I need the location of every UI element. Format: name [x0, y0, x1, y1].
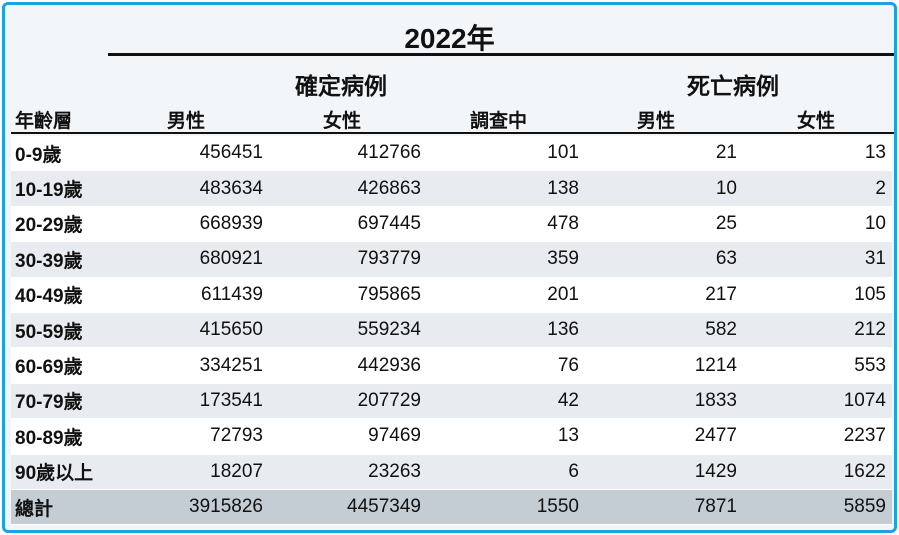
investigating-cell: 478 — [427, 206, 585, 243]
table-row: 30-39歲 680921 793779 359 63 31 — [11, 241, 892, 278]
confirmed-male-cell: 611439 — [115, 277, 269, 313]
age-cell: 90歲以上 — [11, 454, 115, 490]
investigating-cell: 201 — [427, 277, 585, 313]
deaths-female-cell: 13 — [743, 136, 892, 172]
total-confirmed-male-cell: 3915826 — [115, 489, 269, 526]
data-table: 0-9歲 456451 412766 101 21 13 10-19歲 4836… — [11, 136, 892, 526]
table-row: 90歲以上 18207 23263 6 1429 1622 — [11, 454, 892, 490]
year-title: 2022年 — [404, 23, 495, 54]
investigating-cell: 6 — [427, 454, 585, 490]
total-row: 總計 3915826 4457349 1550 7871 5859 — [11, 489, 892, 526]
deaths-female-cell: 212 — [743, 312, 892, 349]
header-underline — [11, 132, 894, 134]
age-cell: 40-49歲 — [11, 277, 115, 313]
col-deaths-female: 女性 — [797, 111, 836, 132]
deaths-male-cell: 582 — [585, 312, 743, 349]
investigating-cell: 76 — [427, 347, 585, 384]
confirmed-female-cell: 795865 — [269, 277, 427, 313]
confirmed-male-cell: 18207 — [115, 454, 269, 490]
confirmed-female-cell: 697445 — [269, 206, 427, 243]
confirmed-male-cell: 456451 — [115, 136, 269, 172]
confirmed-male-cell: 72793 — [115, 418, 269, 455]
total-confirmed-female-cell: 4457349 — [269, 489, 427, 526]
deaths-male-cell: 21 — [585, 136, 743, 172]
investigating-cell: 359 — [427, 241, 585, 278]
deaths-male-cell: 1429 — [585, 454, 743, 490]
confirmed-female-cell: 207729 — [269, 383, 427, 420]
col-investigating: 調查中 — [470, 111, 528, 132]
confirmed-female-cell: 97469 — [269, 418, 427, 455]
confirmed-male-cell: 483634 — [115, 170, 269, 207]
confirmed-female-cell: 559234 — [269, 312, 427, 349]
investigating-cell: 101 — [427, 136, 585, 172]
confirmed-male-cell: 680921 — [115, 241, 269, 278]
col-confirmed-male: 男性 — [167, 111, 206, 132]
table-row: 0-9歲 456451 412766 101 21 13 — [11, 136, 892, 172]
age-cell: 30-39歲 — [11, 241, 115, 278]
table-row: 80-89歲 72793 97469 13 2477 2237 — [11, 418, 892, 455]
deaths-female-cell: 1074 — [743, 383, 892, 420]
age-cell: 70-79歲 — [11, 383, 115, 420]
total-investigating-cell: 1550 — [427, 489, 585, 526]
confirmed-female-cell: 23263 — [269, 454, 427, 490]
table-row: 70-79歲 173541 207729 42 1833 1074 — [11, 383, 892, 420]
table-row: 20-29歲 668939 697445 478 25 10 — [11, 206, 892, 243]
age-cell: 0-9歲 — [11, 136, 115, 172]
deaths-female-cell: 2237 — [743, 418, 892, 455]
deaths-male-cell: 1214 — [585, 347, 743, 384]
investigating-cell: 138 — [427, 170, 585, 207]
age-cell: 50-59歲 — [11, 312, 115, 349]
age-cell: 20-29歲 — [11, 206, 115, 243]
confirmed-female-cell: 442936 — [269, 347, 427, 384]
col-deaths-male: 男性 — [637, 111, 676, 132]
total-deaths-male-cell: 7871 — [585, 489, 743, 526]
deaths-male-cell: 2477 — [585, 418, 743, 455]
table-row: 60-69歲 334251 442936 76 1214 553 — [11, 347, 892, 384]
deaths-female-cell: 31 — [743, 241, 892, 278]
investigating-cell: 42 — [427, 383, 585, 420]
year-underline — [108, 53, 894, 56]
confirmed-group-title: 確定病例 — [295, 73, 387, 99]
confirmed-female-cell: 793779 — [269, 241, 427, 278]
table-row: 40-49歲 611439 795865 201 217 105 — [11, 277, 892, 313]
age-cell: 10-19歲 — [11, 170, 115, 207]
deaths-female-cell: 105 — [743, 277, 892, 313]
age-cell: 60-69歲 — [11, 347, 115, 384]
deaths-male-cell: 1833 — [585, 383, 743, 420]
confirmed-female-cell: 412766 — [269, 136, 427, 172]
confirmed-male-cell: 173541 — [115, 383, 269, 420]
total-deaths-female-cell: 5859 — [743, 489, 892, 526]
table-row: 10-19歲 483634 426863 138 10 2 — [11, 170, 892, 207]
investigating-cell: 136 — [427, 312, 585, 349]
deaths-male-cell: 10 — [585, 170, 743, 207]
deaths-female-cell: 553 — [743, 347, 892, 384]
deaths-female-cell: 1622 — [743, 454, 892, 490]
total-label-cell: 總計 — [11, 489, 115, 526]
confirmed-male-cell: 334251 — [115, 347, 269, 384]
investigating-cell: 13 — [427, 418, 585, 455]
confirmed-female-cell: 426863 — [269, 170, 427, 207]
table-row: 50-59歲 415650 559234 136 582 212 — [11, 312, 892, 349]
col-age: 年齡層 — [15, 111, 73, 132]
confirmed-male-cell: 415650 — [115, 312, 269, 349]
deaths-male-cell: 217 — [585, 277, 743, 313]
deaths-female-cell: 2 — [743, 170, 892, 207]
deaths-male-cell: 63 — [585, 241, 743, 278]
age-cell: 80-89歲 — [11, 418, 115, 455]
deaths-group-title: 死亡病例 — [687, 73, 779, 99]
confirmed-male-cell: 668939 — [115, 206, 269, 243]
deaths-male-cell: 25 — [585, 206, 743, 243]
deaths-female-cell: 10 — [743, 206, 892, 243]
col-confirmed-female: 女性 — [323, 111, 362, 132]
